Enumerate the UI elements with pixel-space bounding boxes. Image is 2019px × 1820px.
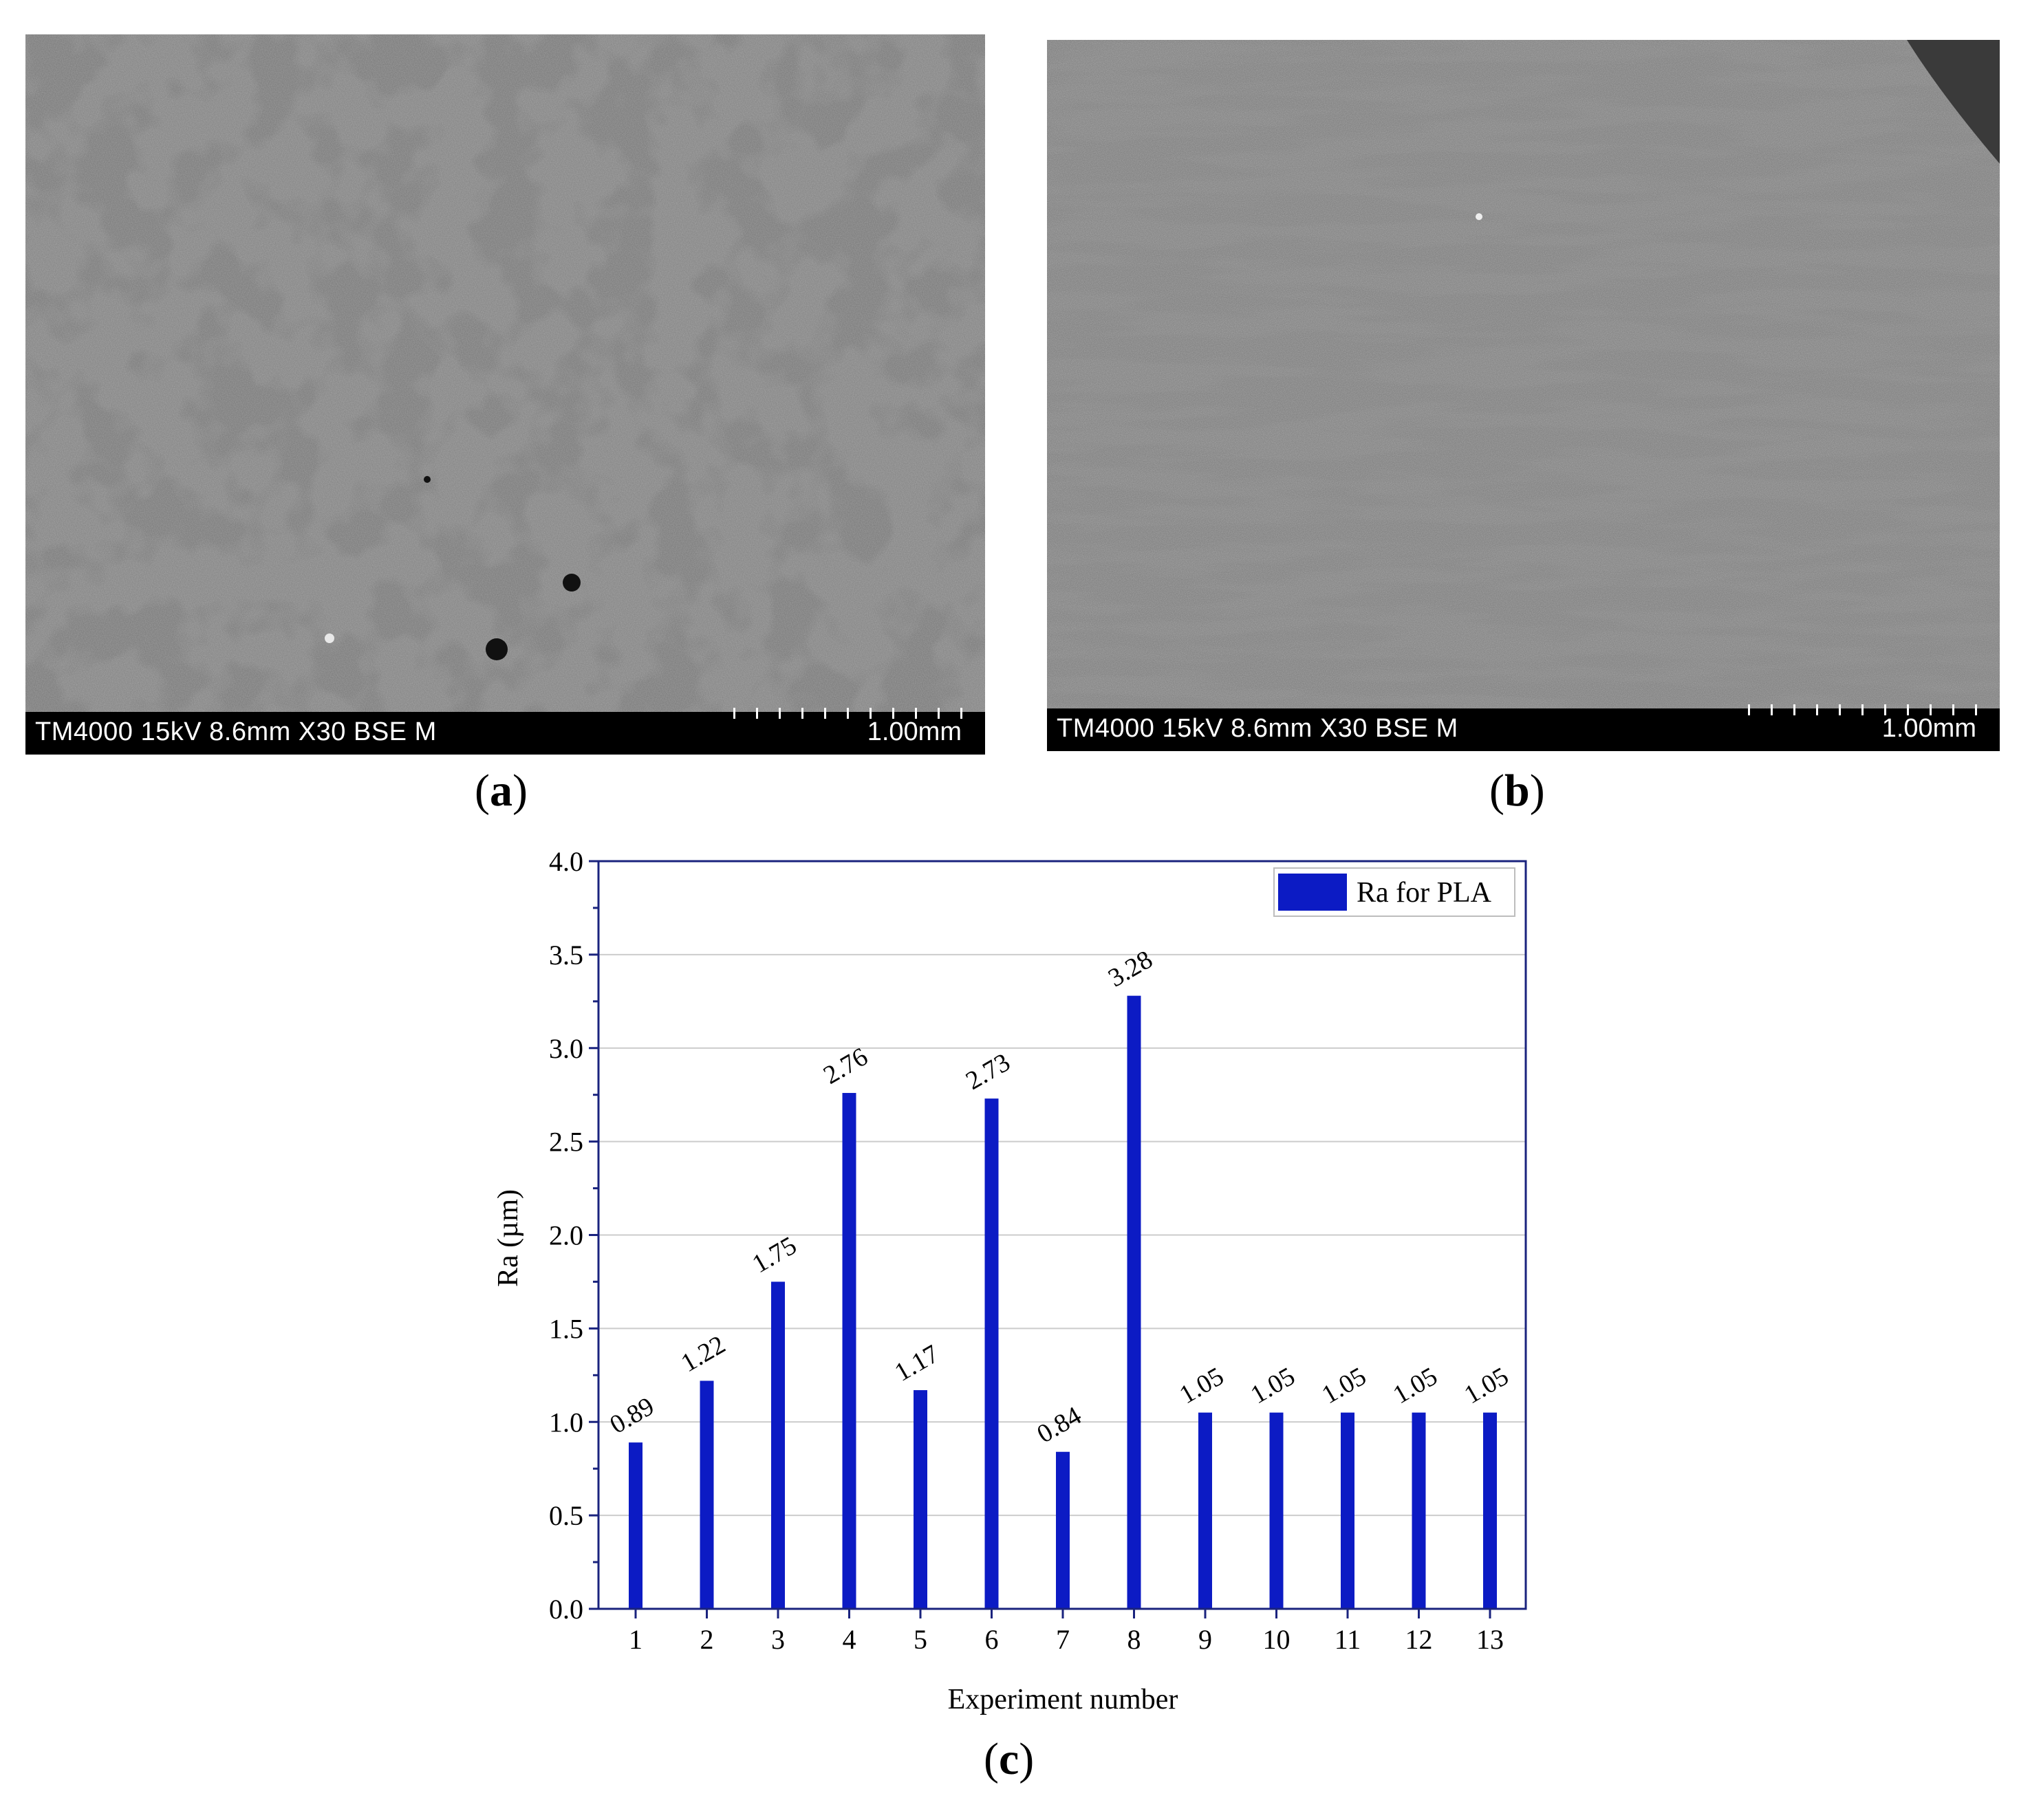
- y-tick-label: 0.5: [549, 1500, 583, 1531]
- panel-label-c-letter: c: [998, 1734, 1019, 1784]
- bar: [771, 1281, 785, 1609]
- plot-frame: [597, 860, 1527, 1610]
- bar: [1269, 1412, 1284, 1609]
- x-tick-label: 13: [1476, 1624, 1504, 1655]
- y-tick-label: 1.0: [549, 1407, 583, 1438]
- x-tick-label: 4: [843, 1624, 856, 1655]
- bar: [1341, 1412, 1354, 1609]
- bars: [629, 995, 1497, 1609]
- scale-label-b: 1.00mm: [1881, 714, 1976, 743]
- data-label: 2.73: [961, 1048, 1015, 1096]
- data-label: 0.84: [1033, 1401, 1087, 1449]
- scale-bar-a: [733, 708, 964, 723]
- data-label: 1.05: [1246, 1362, 1300, 1410]
- bar: [1056, 1451, 1070, 1609]
- x-tick-label: 1: [629, 1624, 643, 1655]
- x-tick-label: 7: [1056, 1624, 1070, 1655]
- bar: [1127, 995, 1141, 1609]
- sem-info-text-a: TM4000 15kV 8.6mm X30 BSE M: [35, 717, 437, 746]
- y-tick-label: 3.5: [549, 940, 583, 971]
- panel-label-c: (c): [984, 1734, 1035, 1784]
- y-tick-label: 4.0: [549, 846, 583, 877]
- data-labels: 0.89 1.22 1.75 2.76 1.17 2.73 0.84 3.28 1.05 1.05…: [605, 945, 1514, 1449]
- grid-lines: [598, 953, 1526, 1517]
- sem-image-b: TM4000 15kV 8.6mm X30 BSE M 1.00mm: [1047, 40, 2000, 751]
- y-tick-label: 0.0: [549, 1594, 583, 1625]
- panel-label-a: (a): [475, 766, 528, 816]
- sem-info-text-b: TM4000 15kV 8.6mm X30 BSE M: [1057, 714, 1458, 743]
- legend-label: Ra for PLA: [1357, 877, 1492, 909]
- x-tick-label: 12: [1405, 1624, 1433, 1655]
- panel-label-b: (b): [1489, 766, 1545, 816]
- x-tick-label: 9: [1198, 1624, 1212, 1655]
- y-tick-label: 3.0: [549, 1033, 583, 1064]
- x-tick-label: 11: [1335, 1624, 1361, 1655]
- axes: 0.00.51.01.52.02.53.03.54.01 2 3 4 5 6 7 8 9 10 11…: [549, 846, 1527, 1655]
- sem-texture-b: [1047, 40, 2000, 708]
- data-label: 1.05: [1317, 1362, 1372, 1410]
- data-label: 1.05: [1460, 1362, 1514, 1410]
- legend: Ra for PLA: [1273, 867, 1515, 917]
- sem-info-bar-b: TM4000 15kV 8.6mm X30 BSE M 1.00mm: [1047, 704, 2000, 751]
- y-tick-label: 1.5: [549, 1313, 583, 1344]
- y-tick-label: 2.5: [549, 1127, 583, 1158]
- panel-label-a-letter: a: [489, 766, 512, 816]
- x-tick-label: 3: [771, 1624, 785, 1655]
- data-label: 1.75: [748, 1231, 802, 1279]
- y-tick-label: 2.0: [549, 1220, 583, 1251]
- bar: [629, 1442, 643, 1609]
- x-tick-label: 2: [700, 1624, 714, 1655]
- x-tick-label: 10: [1263, 1624, 1291, 1655]
- x-tick-label: 6: [985, 1624, 999, 1655]
- scale-bar-b: [1748, 704, 1979, 719]
- data-label: 3.28: [1103, 945, 1158, 993]
- x-tick-label: 8: [1127, 1624, 1141, 1655]
- data-label: 1.22: [676, 1330, 731, 1378]
- sem-info-bar-a: TM4000 15kV 8.6mm X30 BSE M 1.00mm: [25, 708, 985, 755]
- bar: [984, 1098, 999, 1609]
- scale-label-a: 1.00mm: [867, 717, 962, 746]
- data-label: 1.05: [1175, 1362, 1229, 1410]
- legend-swatch: [1278, 874, 1347, 911]
- data-label: 0.89: [605, 1391, 660, 1440]
- data-label: 2.76: [819, 1042, 873, 1090]
- sem-image-a: TM4000 15kV 8.6mm X30 BSE M 1.00mm: [25, 34, 985, 755]
- bar: [700, 1380, 714, 1609]
- bar: [1198, 1412, 1212, 1609]
- bar: [842, 1092, 856, 1609]
- y-axis-title: Ra (µm): [493, 1189, 524, 1287]
- data-label: 1.05: [1388, 1362, 1443, 1410]
- x-tick-label: 5: [914, 1624, 927, 1655]
- bar: [1483, 1412, 1497, 1609]
- bar: [1412, 1412, 1426, 1609]
- data-label: 1.17: [890, 1339, 944, 1387]
- bar: [914, 1390, 927, 1609]
- sem-texture-a: [25, 34, 985, 712]
- x-axis-title: Experiment number: [948, 1684, 1178, 1715]
- panel-label-b-letter: b: [1504, 766, 1530, 816]
